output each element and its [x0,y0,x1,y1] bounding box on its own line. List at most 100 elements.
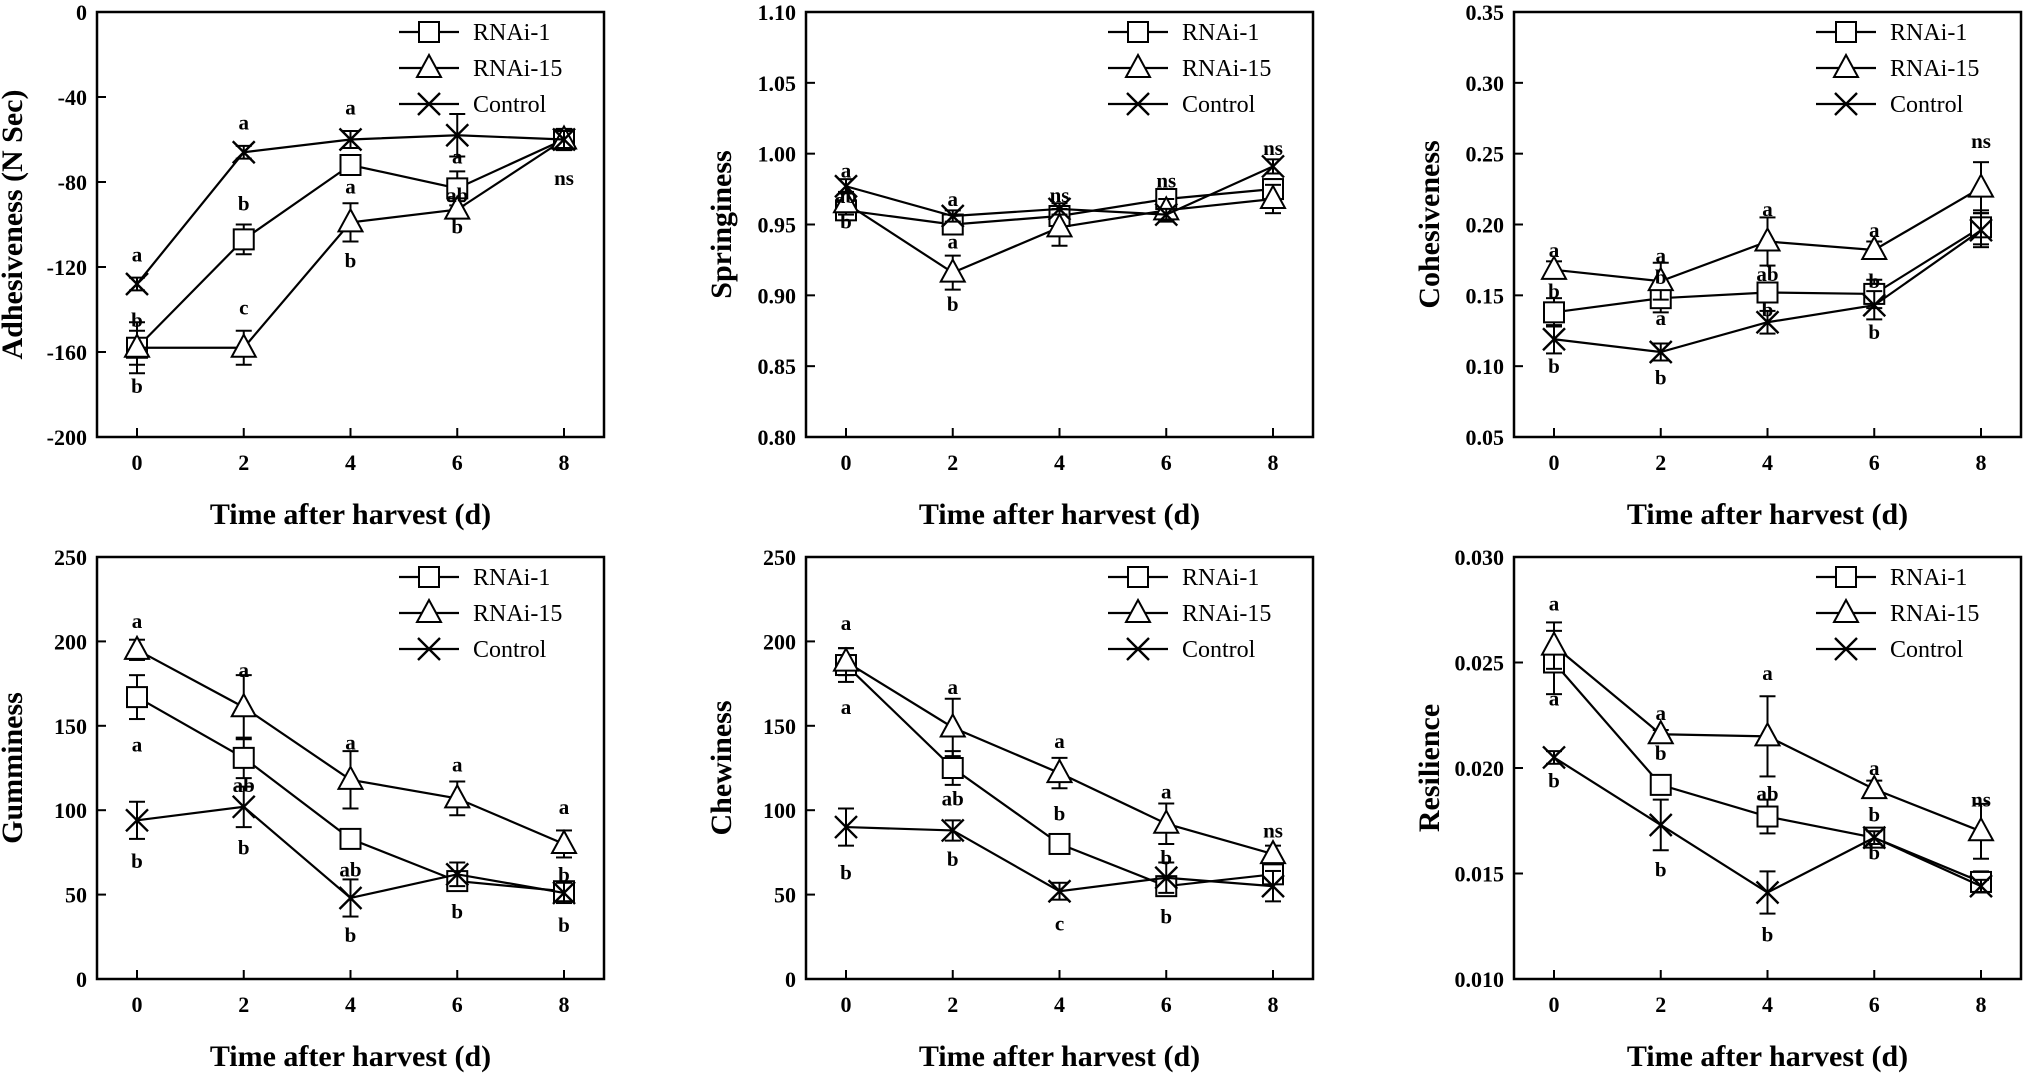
triangle-marker [1259,838,1287,865]
x-tick-label: 2 [1655,992,1666,1017]
x-marker-stroke [552,127,576,152]
x-marker-stroke [1834,637,1858,661]
x-marker-stroke [1154,202,1179,227]
triangle-marker [1540,254,1568,280]
x-tick-label: 4 [1762,992,1773,1017]
legend-label: RNAi-1 [1182,565,1259,591]
x-tick-label: 8 [559,450,570,475]
significance-label: a [132,242,143,266]
triangle-marker [443,783,471,809]
x-marker-stroke [1154,865,1179,890]
triangle-marker [1124,597,1152,623]
significance-label: a [1656,701,1667,725]
legend: RNAi-1 RNAi-15 Control [1816,565,1979,663]
significance-label: b [1655,366,1667,390]
triangle-marker [415,597,443,623]
significance-label: b [1655,265,1667,289]
y-tick-label: 0.15 [1466,283,1505,308]
significance-label: a [345,174,356,198]
y-tick-label: 50 [65,883,87,908]
significance-label: c [1055,911,1064,935]
x-marker-stroke [231,140,256,165]
y-tick-label: 150 [763,714,796,739]
legend-label: RNAi-1 [1890,565,1967,591]
y-tick-label: 0.85 [758,354,797,379]
x-marker-stroke [1648,813,1673,837]
y-axis-title: Chewiness [705,700,738,835]
square-marker [339,827,362,850]
y-tick-label: 0.020 [1455,756,1505,781]
x-tick-label: 2 [947,992,958,1017]
series-rnai-15 [1540,621,1995,860]
significance-label: ns [554,166,574,190]
significance-label: b [1868,840,1880,864]
square-marker [1835,21,1857,43]
y-tick-label: 0.010 [1455,967,1505,992]
y-tick-label: 100 [763,798,796,823]
x-axis-title: Time after harvest (d) [1627,1040,1908,1073]
x-tick-label: 4 [1054,992,1065,1017]
x-marker-stroke [1542,327,1566,352]
series-control [834,154,1285,228]
y-tick-label: 1.05 [758,71,797,96]
x-marker-stroke [1969,218,1993,243]
x-tick-label: 6 [1869,992,1880,1017]
significance-label: a [841,159,852,183]
y-tick-label: 0.025 [1455,651,1505,676]
significance-label: c [239,295,248,319]
x-marker-stroke [1047,879,1072,904]
square-marker [1048,832,1071,855]
significance-label: b [1548,354,1560,378]
significance-label: b [840,210,852,234]
triangle-marker [1832,597,1860,623]
x-marker-stroke [338,886,363,910]
triangle-marker [832,646,860,672]
square-marker [126,686,148,709]
significance-label: a [132,732,143,756]
y-axis-title: Gumminess [0,692,29,844]
significance-label: a [1549,238,1560,262]
significance-label: a [1762,197,1773,221]
triangle-marker [1753,226,1782,252]
significance-label: a [452,145,463,169]
significance-label: a [948,675,959,699]
significance-label: b [1160,845,1172,869]
x-tick-label: 6 [1161,450,1172,475]
x-tick-label: 4 [345,450,356,475]
y-tick-label: 0.90 [758,283,797,308]
x-marker-stroke [125,272,149,296]
y-tick-label: -40 [58,85,87,110]
square-marker [1127,566,1149,588]
significance-label: ab [233,773,255,797]
y-tick-label: 0.015 [1455,862,1505,887]
x-axis-title: Time after harvest (d) [210,498,491,531]
significance-label: b [131,308,143,332]
significance-label: b [345,249,357,273]
y-axis-title: Resilience [1413,704,1446,832]
significance-label: ns [1971,788,1991,812]
y-axis-title: Springiness [705,150,738,298]
series-control [834,807,1285,904]
significance-label: a [948,187,959,211]
x-axis-title: Time after harvest (d) [919,1040,1200,1073]
series-control [125,113,576,296]
square-marker [1649,773,1672,796]
significance-label: b [451,899,463,923]
x-marker-stroke [1755,880,1780,905]
x-marker-stroke [338,127,363,152]
y-tick-label: -80 [58,170,87,195]
y-tick-label: -120 [47,255,87,280]
significance-label: a [1869,218,1880,242]
x-tick-label: 4 [345,992,356,1017]
chart-panel-3: 0.05 0.10 0.15 0.20 0.25 0.30 0.35 0 2 4 6 8 Time af… [1413,0,2023,531]
y-tick-label: 200 [54,629,87,654]
triangle-marker [832,188,860,214]
legend-label: Control [473,92,547,118]
square-marker [418,21,440,43]
significance-label: a [559,795,570,819]
y-tick-label: 1.10 [758,0,797,25]
triangle-marker [336,764,365,790]
significance-label: b [1868,802,1880,826]
x-marker-stroke [1126,92,1150,116]
x-axis-title: Time after harvest (d) [919,498,1200,531]
